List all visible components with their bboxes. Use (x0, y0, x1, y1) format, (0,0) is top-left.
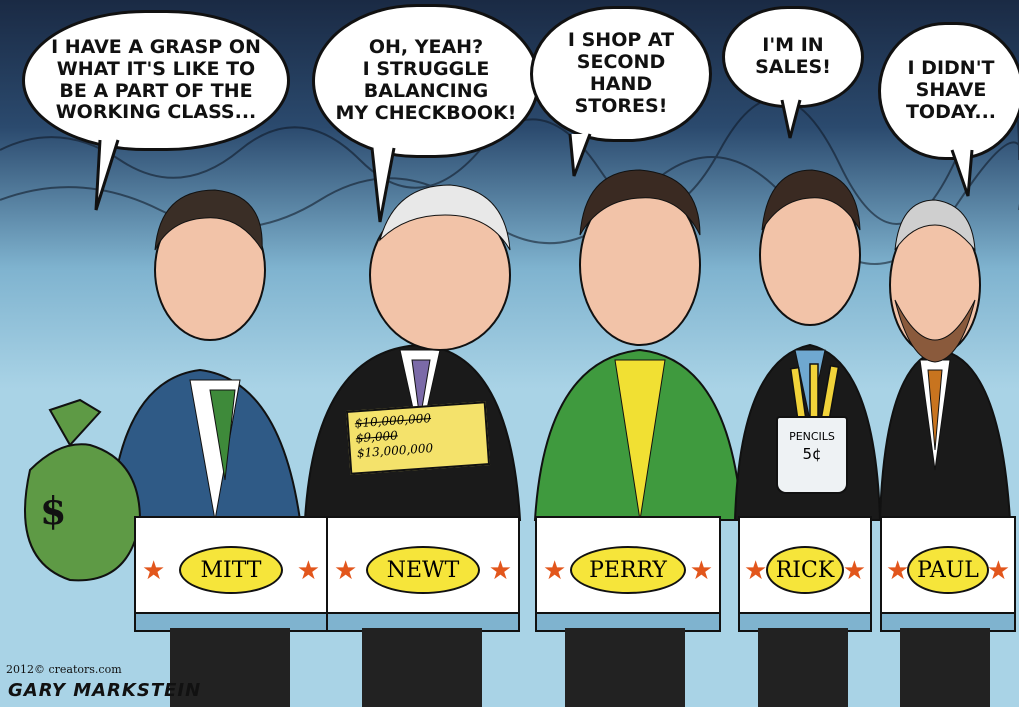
podium-stripe (740, 612, 870, 630)
speech-text: I have a grasp on what it's like to be a… (51, 35, 261, 124)
podium-post (900, 628, 990, 707)
podium-paul: ★ PAUL ★ (880, 516, 1016, 632)
perry-figure (533, 169, 744, 521)
speech-bubble-paul: I didn't shave today... (878, 22, 1019, 160)
star-icon: ★ (142, 556, 166, 586)
podium-perry: ★ PERRY ★ (535, 516, 721, 632)
speech-text: I shop at second hand stores! (567, 29, 675, 117)
podium-newt: ★ NEWT ★ (326, 516, 520, 632)
copyright-credit: 2012© creators.com (6, 663, 122, 676)
star-icon: ★ (744, 556, 768, 586)
podium-name: PERRY (570, 546, 686, 594)
podium-name: NEWT (366, 546, 480, 594)
speech-text: I'm in sales! (755, 34, 831, 78)
speech-bubble-newt: Oh, yeah? I struggle balancing my checkb… (312, 4, 540, 158)
star-icon: ★ (886, 556, 910, 586)
podium-mitt: ★ MITT ★ (134, 516, 328, 632)
jar-price: 5¢ (802, 445, 822, 463)
speech-bubble-perry: I shop at second hand stores! (530, 6, 712, 142)
podium-post (362, 628, 482, 707)
podium-post (758, 628, 848, 707)
podium-stripe (537, 612, 719, 630)
star-icon: ★ (689, 556, 713, 586)
bubble-tails (94, 99, 974, 223)
pencils-icon (789, 363, 840, 422)
podium-name: PAUL (907, 546, 989, 594)
podium-name: MITT (179, 546, 283, 594)
star-icon: ★ (296, 556, 320, 586)
podium-stripe (882, 612, 1014, 630)
artist-signature: GARY MARKSTEIN (8, 680, 202, 701)
star-icon: ★ (488, 556, 512, 586)
podium-stripe (328, 612, 518, 630)
star-icon: ★ (986, 556, 1010, 586)
podium-name: RICK (766, 546, 844, 594)
speech-text: Oh, yeah? I struggle balancing my checkb… (335, 36, 517, 124)
podium-post (565, 628, 685, 707)
mitt-figure (108, 189, 302, 521)
star-icon: ★ (842, 556, 866, 586)
podium-post (170, 628, 290, 707)
money-bag-icon (24, 398, 142, 582)
podium-stripe (136, 612, 326, 630)
jar-label: PENCILS (789, 430, 835, 443)
checkbook-check: $10,000,000 $9,000 $13,000,000 (345, 401, 491, 475)
speech-text: I didn't shave today... (905, 57, 997, 123)
star-icon: ★ (334, 556, 358, 586)
dollar-sign-icon: $ (40, 488, 67, 533)
star-icon: ★ (543, 556, 567, 586)
pencil-jar: PENCILS 5¢ (776, 416, 848, 494)
speech-bubble-mitt: I have a grasp on what it's like to be a… (22, 10, 290, 151)
podium-rick: ★ RICK ★ (738, 516, 872, 632)
paul-figure (878, 199, 1012, 521)
